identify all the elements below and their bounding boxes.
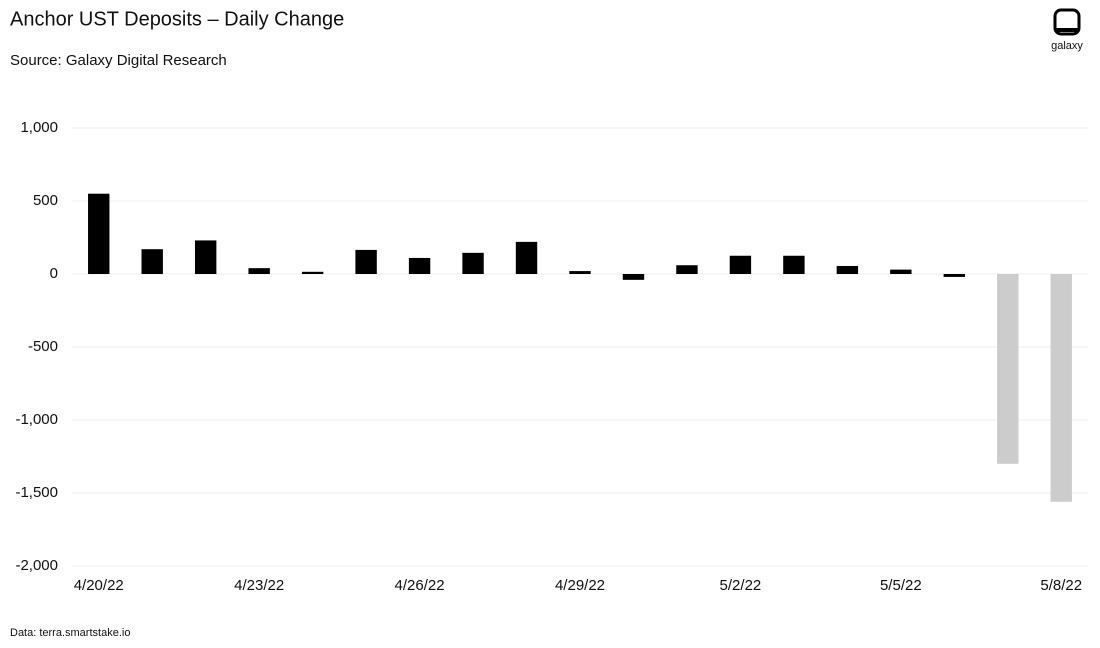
bar (1050, 274, 1072, 502)
y-tick-label: -1,000 (15, 411, 58, 428)
x-tick-label: 4/20/22 (74, 577, 124, 594)
y-tick-label: -2,000 (15, 557, 58, 574)
bar (943, 274, 966, 277)
y-tick-label: -1,500 (15, 484, 58, 501)
bar (88, 193, 110, 274)
bar (836, 265, 859, 274)
x-tick-label: 5/5/22 (880, 577, 922, 594)
bar (729, 255, 752, 274)
bar (301, 271, 324, 274)
source-note: Data: terra.smartstake.io (10, 627, 130, 639)
x-tick-label: 4/26/22 (395, 577, 445, 594)
bar (194, 240, 217, 274)
bar (408, 257, 431, 274)
bar (783, 255, 805, 274)
chart-title: Anchor UST Deposits – Daily Change (10, 8, 344, 30)
bar (676, 265, 698, 274)
bar (462, 252, 484, 274)
y-tick-label: 500 (33, 192, 58, 209)
y-tick-label: -500 (28, 338, 58, 355)
x-tick-label: 4/29/22 (555, 577, 605, 594)
x-tick-label: 4/23/22 (234, 577, 284, 594)
bar (248, 268, 270, 274)
x-tick-label: 5/8/22 (1040, 577, 1082, 594)
logo-icon (1053, 8, 1081, 36)
bar (141, 249, 163, 274)
bar (355, 249, 377, 274)
x-tick-label: 5/2/22 (720, 577, 762, 594)
bar (890, 269, 912, 274)
bar (622, 274, 645, 280)
chart-subtitle: Source: Galaxy Digital Research (10, 52, 227, 69)
y-tick-label: 0 (50, 265, 58, 282)
bar (515, 241, 538, 274)
y-tick-label: 1,000 (20, 119, 58, 136)
bar (997, 274, 1019, 464)
logo-text: galaxy (1051, 40, 1083, 52)
bar (569, 271, 591, 274)
